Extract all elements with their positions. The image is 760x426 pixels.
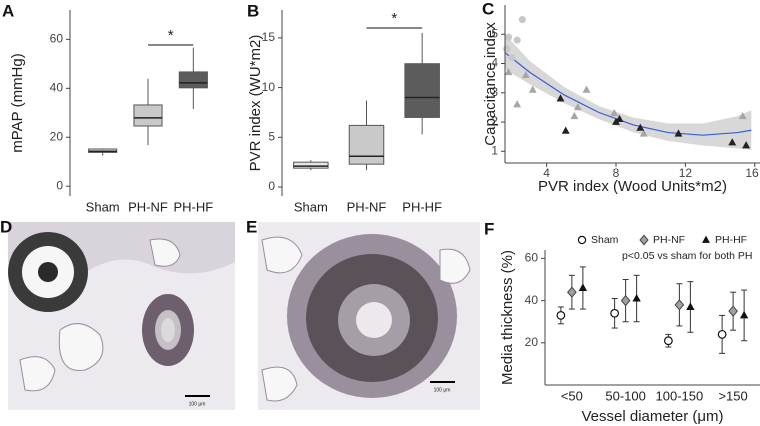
point [567, 286, 577, 298]
panel-label: A [2, 1, 14, 20]
point [504, 33, 513, 41]
confidence-band [505, 34, 752, 150]
x-tick-label: Sham [294, 199, 328, 214]
y-axis-title: Media thickness (%) [499, 250, 516, 385]
point [561, 126, 570, 134]
point [728, 138, 737, 146]
y-tick-label: 1 [491, 143, 498, 157]
x-tick-label: PH-NF [347, 199, 387, 214]
point [674, 299, 685, 311]
y-tick-label: 20 [525, 335, 539, 349]
panel-label: D [0, 217, 12, 236]
point [513, 100, 522, 108]
y-tick-label: 2 [491, 114, 498, 128]
x-tick-label: >150 [718, 388, 747, 403]
x-tick-label: PH-HF [402, 199, 442, 214]
point [570, 111, 579, 120]
legend-marker [639, 234, 649, 246]
legend-marker [702, 235, 710, 243]
histology-image-d [8, 222, 235, 410]
x-tick-label: 4 [543, 166, 550, 180]
box [348, 124, 385, 165]
point [610, 308, 620, 318]
y-tick-label: 40 [525, 293, 539, 307]
point [639, 129, 648, 137]
y-tick-label: 0 [268, 179, 275, 193]
significance-label: * [168, 27, 174, 44]
panel-label: B [247, 1, 259, 20]
point [578, 283, 588, 292]
box [178, 71, 208, 89]
point [717, 329, 727, 339]
y-tick-label: 20 [50, 129, 64, 143]
y-tick-label: 40 [50, 80, 64, 94]
x-tick-label: PH-NF [128, 199, 168, 214]
point [742, 141, 751, 149]
point [674, 129, 683, 137]
x-tick-label: 100-150 [656, 388, 704, 403]
histology-image-e [258, 222, 480, 410]
legend-label: PH-HF [715, 234, 747, 246]
x-tick-label: 50-100 [605, 388, 645, 403]
point [582, 85, 591, 93]
y-tick-label: 60 [525, 251, 539, 265]
point [518, 16, 526, 24]
y-tick-label: 10 [262, 80, 276, 94]
point [508, 54, 516, 62]
point [620, 294, 631, 307]
scale-bar-label: 100 μm [434, 387, 451, 393]
legend-label: PH-NF [653, 234, 685, 246]
fit-line [504, 52, 752, 136]
y-tick-label: 5 [268, 129, 275, 143]
x-tick-label: 16 [745, 166, 759, 180]
x-tick-label: 12 [679, 166, 693, 180]
point [739, 310, 749, 319]
point [573, 103, 582, 111]
point [610, 108, 619, 117]
x-axis-title: Vessel diameter (μm) [581, 408, 723, 425]
point [615, 114, 624, 122]
x-tick-label: <50 [561, 388, 583, 403]
significance-label: * [391, 10, 397, 27]
point [663, 336, 673, 346]
point [556, 310, 566, 320]
note: p<0.05 vs sham for both PH [622, 250, 752, 262]
point [556, 94, 565, 102]
box [293, 161, 329, 169]
box [133, 104, 163, 127]
y-tick-label: 0 [56, 178, 63, 192]
y-axis-title: mPAP (mmHg) [9, 53, 26, 152]
point [612, 117, 620, 125]
point [636, 123, 645, 131]
y-tick-label: 5 [491, 26, 498, 40]
panel-label: E [246, 217, 257, 236]
point [728, 305, 738, 317]
point [521, 70, 530, 79]
panel-label: C [482, 0, 494, 18]
y-tick-label: 60 [50, 32, 64, 46]
legend-marker [577, 235, 587, 245]
legend-label: Sham [591, 234, 619, 246]
box [404, 63, 440, 118]
y-axis-title: Capacitance index [482, 22, 499, 146]
x-tick-label: 8 [613, 166, 620, 180]
y-tick-label: 3 [491, 85, 498, 99]
scale-bar-label: 100 μm [189, 401, 206, 407]
point [504, 67, 513, 76]
panel-label: F [484, 219, 494, 238]
y-tick-label: 15 [262, 30, 276, 44]
point [528, 85, 537, 93]
x-axis-title: PVR index (Wood Units*m2) [538, 178, 727, 195]
point [686, 302, 695, 310]
x-tick-label: Sham [86, 199, 120, 214]
point [513, 36, 521, 44]
point [503, 45, 511, 53]
point [738, 111, 747, 120]
x-tick-label: PH-HF [173, 199, 213, 214]
point [632, 293, 641, 302]
y-axis-title: PVR index (WU*m2) [247, 35, 264, 172]
y-tick-label: 4 [491, 56, 498, 70]
